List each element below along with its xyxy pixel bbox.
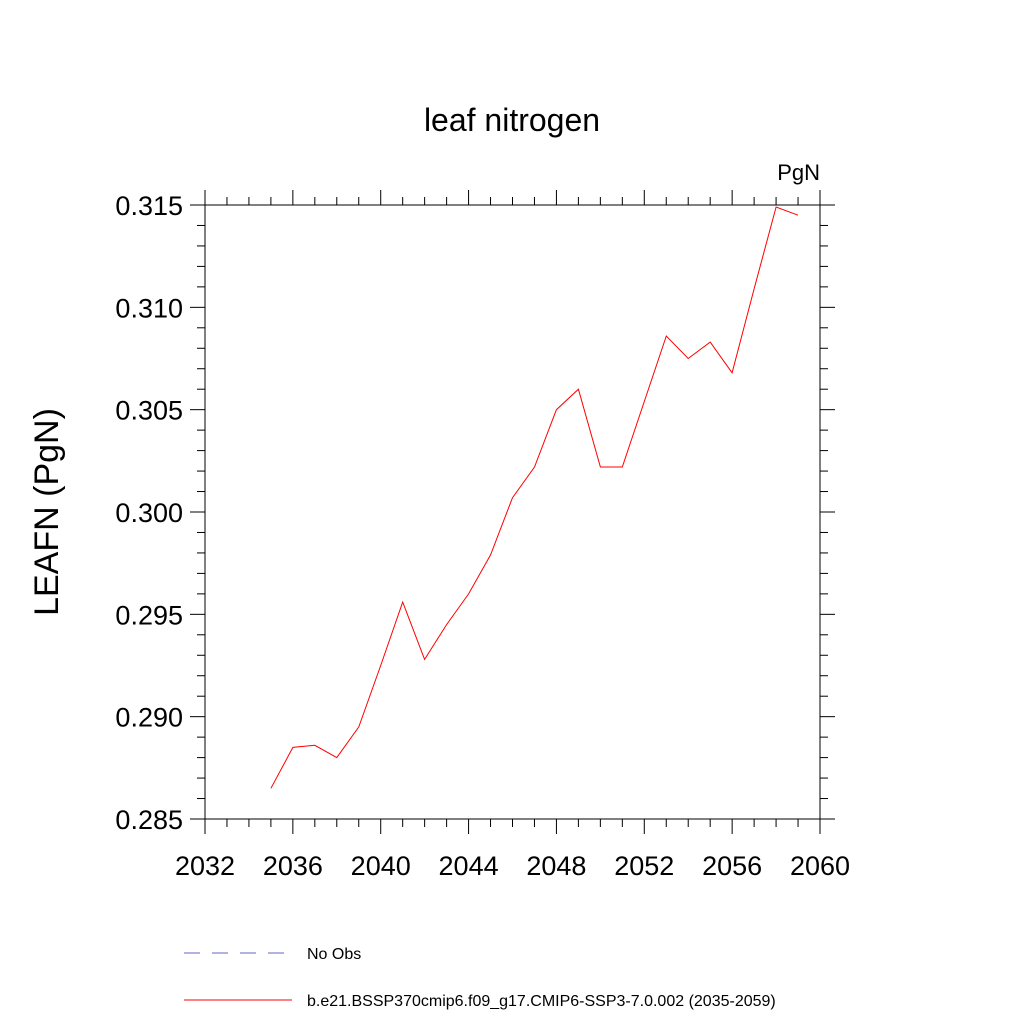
legend: No Obs b.e21.BSSP370cmip6.f09_g17.CMIP6-…	[184, 946, 776, 1010]
x-tick-labels: 2032 2036 2040 2044 2048 2052 2056 2060	[175, 851, 850, 881]
axis-ticks	[190, 190, 835, 834]
x-tick-label: 2048	[526, 851, 586, 881]
series-lines	[270, 206, 799, 789]
y-tick-label: 0.300	[115, 498, 183, 528]
legend-label-no-obs: No Obs	[307, 946, 361, 963]
y-tick-label: 0.315	[115, 191, 183, 221]
x-tick-label: 2044	[439, 851, 499, 881]
units-label: PgN	[777, 160, 820, 185]
y-tick-label: 0.290	[115, 703, 183, 733]
x-tick-label: 2032	[175, 851, 235, 881]
y-tick-label: 0.305	[115, 396, 183, 426]
x-tick-label: 2056	[702, 851, 762, 881]
y-tick-label: 0.285	[115, 805, 183, 835]
y-tick-label: 0.295	[115, 600, 183, 630]
legend-label-ssp370: b.e21.BSSP370cmip6.f09_g17.CMIP6-SSP3-7.…	[307, 993, 776, 1010]
y-tick-labels: 0.285 0.290 0.295 0.300 0.305 0.310 0.315	[115, 191, 183, 835]
y-axis-label: LEAFN (PgN)	[28, 408, 66, 616]
plot-frame	[204, 204, 821, 820]
y-tick-label: 0.310	[115, 293, 183, 323]
x-tick-label: 2052	[614, 851, 674, 881]
x-tick-label: 2060	[790, 851, 850, 881]
x-tick-label: 2040	[351, 851, 411, 881]
chart-title: leaf nitrogen	[424, 102, 600, 138]
series-line	[270, 206, 799, 789]
x-tick-label: 2036	[263, 851, 323, 881]
